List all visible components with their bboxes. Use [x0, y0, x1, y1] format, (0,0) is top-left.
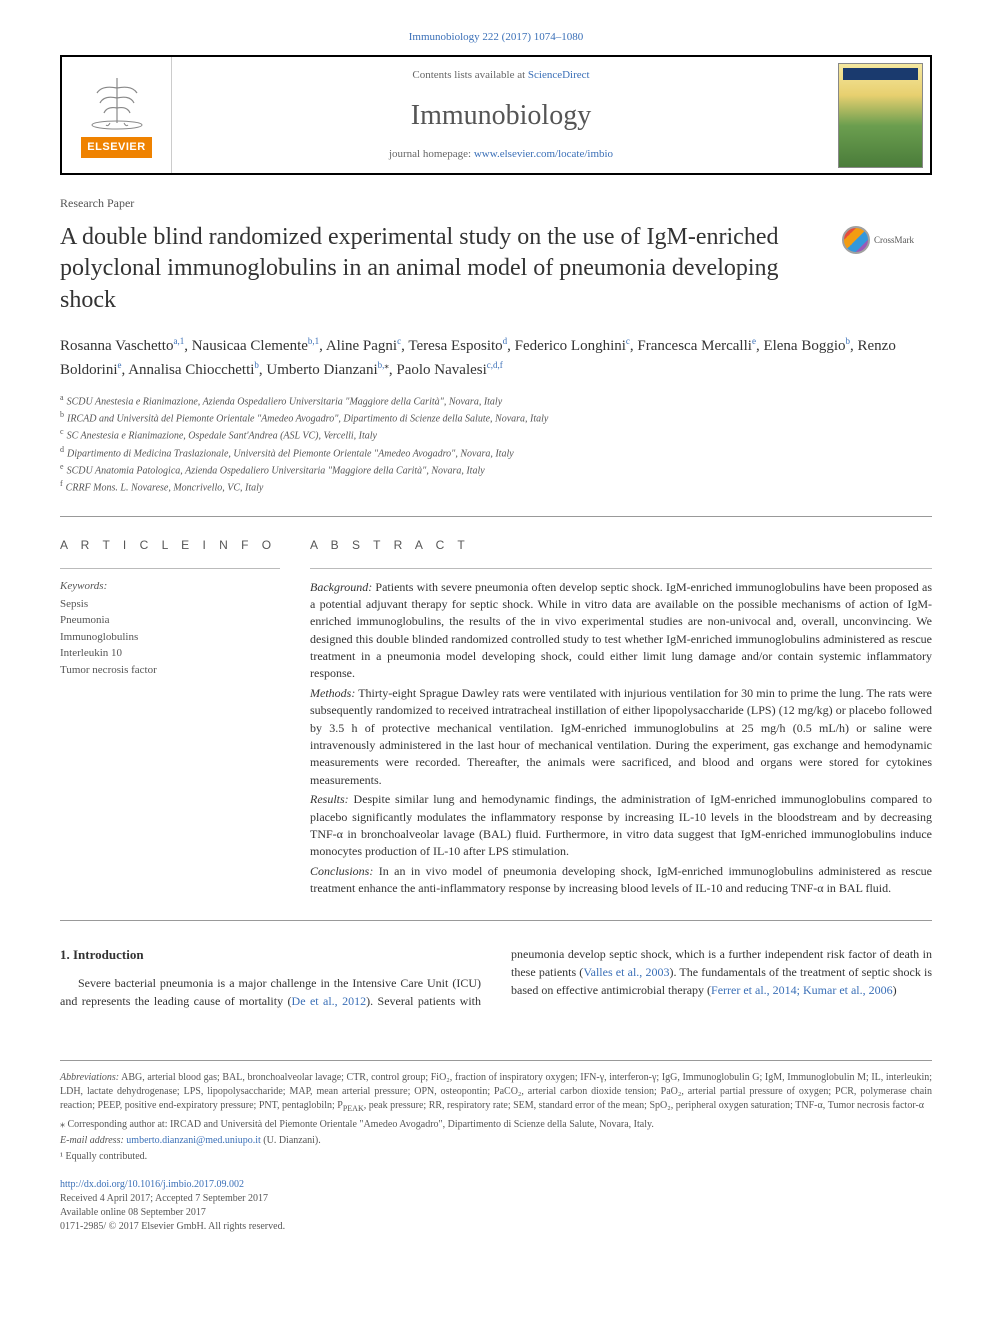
- author-name: Federico Longhini: [515, 338, 626, 354]
- keyword-item: Immunoglobulins: [60, 629, 280, 646]
- author-name: Elena Boggio: [763, 338, 845, 354]
- affiliation-line: bIRCAD and Università del Piemonte Orien…: [60, 409, 932, 426]
- author-affil-ref: c: [626, 336, 630, 346]
- author-affil-ref: d: [503, 336, 508, 346]
- author-affil-ref: a,1: [173, 336, 184, 346]
- paper-type-label: Research Paper: [60, 195, 932, 212]
- top-citation-link: Immunobiology 222 (2017) 1074–1080: [60, 30, 932, 45]
- journal-header-box: ELSEVIER Contents lists available at Sci…: [60, 55, 932, 175]
- abstract-section-head: Background:: [310, 580, 372, 594]
- keyword-item: Sepsis: [60, 596, 280, 613]
- keyword-item: Interleukin 10: [60, 645, 280, 662]
- header-center: Contents lists available at ScienceDirec…: [172, 57, 830, 173]
- elsevier-wordmark: ELSEVIER: [81, 137, 151, 158]
- doi-link[interactable]: http://dx.doi.org/10.1016/j.imbio.2017.0…: [60, 1179, 244, 1190]
- author-name: Paolo Navalesi: [396, 362, 486, 378]
- introduction-section: 1. Introduction Severe bacterial pneumon…: [60, 945, 932, 1011]
- article-title: A double blind randomized experimental s…: [60, 222, 822, 316]
- equal-contribution-note: ¹ Equally contributed.: [60, 1150, 932, 1164]
- affiliation-line: cSC Anestesia e Rianimazione, Ospedale S…: [60, 426, 932, 443]
- author-name: Teresa Esposito: [408, 338, 502, 354]
- author-name: Aline Pagni: [326, 338, 397, 354]
- author-affil-ref: b: [254, 360, 259, 370]
- affiliation-line: eSCDU Anatomia Patologica, Azienda Osped…: [60, 461, 932, 478]
- affiliation-line: fCRRF Mons. L. Novarese, Moncrivello, VC…: [60, 478, 932, 495]
- citation-link[interactable]: Valles et al., 2003: [583, 965, 669, 979]
- top-journal-link[interactable]: Immunobiology 222 (2017) 1074–1080: [409, 31, 583, 43]
- citation-link[interactable]: Ferrer et al., 2014; Kumar et al., 2006: [711, 983, 893, 997]
- info-divider: [60, 568, 280, 569]
- copyright-line: 0171-2985/ © 2017 Elsevier GmbH. All rig…: [60, 1221, 285, 1232]
- crossmark-label: CrossMark: [874, 234, 914, 247]
- abstract-divider: [310, 568, 932, 569]
- elsevier-tree-icon: [82, 73, 152, 133]
- abstract-body: Background: Patients with severe pneumon…: [310, 579, 932, 898]
- footnotes-block: Abbreviations: ABG, arterial blood gas; …: [60, 1060, 932, 1164]
- keywords-list: SepsisPneumoniaImmunoglobulinsInterleuki…: [60, 596, 280, 679]
- keyword-item: Tumor necrosis factor: [60, 662, 280, 679]
- abstract-column: A B S T R A C T Background: Patients wit…: [310, 537, 932, 900]
- author-affil-ref: b,1: [308, 336, 319, 346]
- received-accepted-line: Received 4 April 2017; Accepted 7 Septem…: [60, 1193, 268, 1204]
- abbreviations-line: Abbreviations: ABG, arterial blood gas; …: [60, 1071, 932, 1114]
- journal-name: Immunobiology: [182, 96, 820, 135]
- available-online-line: Available online 08 September 2017: [60, 1207, 206, 1218]
- sciencedirect-link[interactable]: ScienceDirect: [528, 69, 590, 81]
- affiliations-list: aSCDU Anestesia e Rianimazione, Azienda …: [60, 392, 932, 496]
- publisher-logo-area: ELSEVIER: [62, 57, 172, 173]
- abstract-section-head: Methods:: [310, 686, 355, 700]
- abstract-section-head: Conclusions:: [310, 864, 373, 878]
- corresponding-author-note: ⁎ Corresponding author at: IRCAD and Uni…: [60, 1118, 932, 1132]
- email-line: E-mail address: umberto.dianzani@med.uni…: [60, 1134, 932, 1148]
- journal-cover-thumbnail: [838, 63, 923, 168]
- citation-link[interactable]: 2012: [342, 994, 366, 1008]
- author-affil-ref: e: [118, 360, 122, 370]
- keywords-label: Keywords:: [60, 579, 280, 594]
- homepage-line: journal homepage: www.elsevier.com/locat…: [182, 147, 820, 162]
- abstract-heading: A B S T R A C T: [310, 537, 932, 554]
- abstract-section-text: Patients with severe pneumonia often dev…: [310, 580, 932, 681]
- divider-line: [60, 920, 932, 921]
- author-name: Rosanna Vaschetto: [60, 338, 173, 354]
- affiliation-line: dDipartimento di Medicina Traslazionale,…: [60, 444, 932, 461]
- author-affil-ref: b: [846, 336, 851, 346]
- introduction-heading: 1. Introduction: [60, 945, 481, 965]
- author-name: Francesca Mercalli: [637, 338, 752, 354]
- article-info-heading: A R T I C L E I N F O: [60, 537, 280, 554]
- abstract-section-head: Results:: [310, 792, 349, 806]
- abstract-section-text: Despite similar lung and hemodynamic fin…: [310, 792, 932, 858]
- crossmark-icon: [842, 226, 870, 254]
- author-affil-ref: c,d,f: [487, 360, 503, 370]
- divider-line: [60, 516, 932, 517]
- citation-link[interactable]: De et al.,: [292, 994, 338, 1008]
- author-affil-ref: c: [397, 336, 401, 346]
- author-affil-ref: b,⁎: [378, 360, 389, 370]
- email-link[interactable]: umberto.dianzani@med.uniupo.it: [126, 1135, 260, 1146]
- author-name: Nausicaa Clemente: [192, 338, 308, 354]
- doi-copyright-block: http://dx.doi.org/10.1016/j.imbio.2017.0…: [60, 1178, 932, 1234]
- cover-thumbnail-area: [830, 57, 930, 173]
- abstract-section-text: Thirty-eight Sprague Dawley rats were ve…: [310, 686, 932, 787]
- author-name: Umberto Dianzani: [266, 362, 377, 378]
- journal-homepage-link[interactable]: www.elsevier.com/locate/imbio: [474, 148, 613, 160]
- contents-line: Contents lists available at ScienceDirec…: [182, 68, 820, 83]
- affiliation-line: aSCDU Anestesia e Rianimazione, Azienda …: [60, 392, 932, 409]
- crossmark-badge[interactable]: CrossMark: [842, 226, 932, 254]
- keyword-item: Pneumonia: [60, 612, 280, 629]
- article-info-column: A R T I C L E I N F O Keywords: SepsisPn…: [60, 537, 280, 900]
- author-name: Annalisa Chiocchetti: [128, 362, 254, 378]
- author-list: Rosanna Vaschettoa,1, Nausicaa Clementeb…: [60, 334, 932, 382]
- abstract-section-text: In an in vivo model of pneumonia develop…: [310, 864, 932, 895]
- author-affil-ref: e: [752, 336, 756, 346]
